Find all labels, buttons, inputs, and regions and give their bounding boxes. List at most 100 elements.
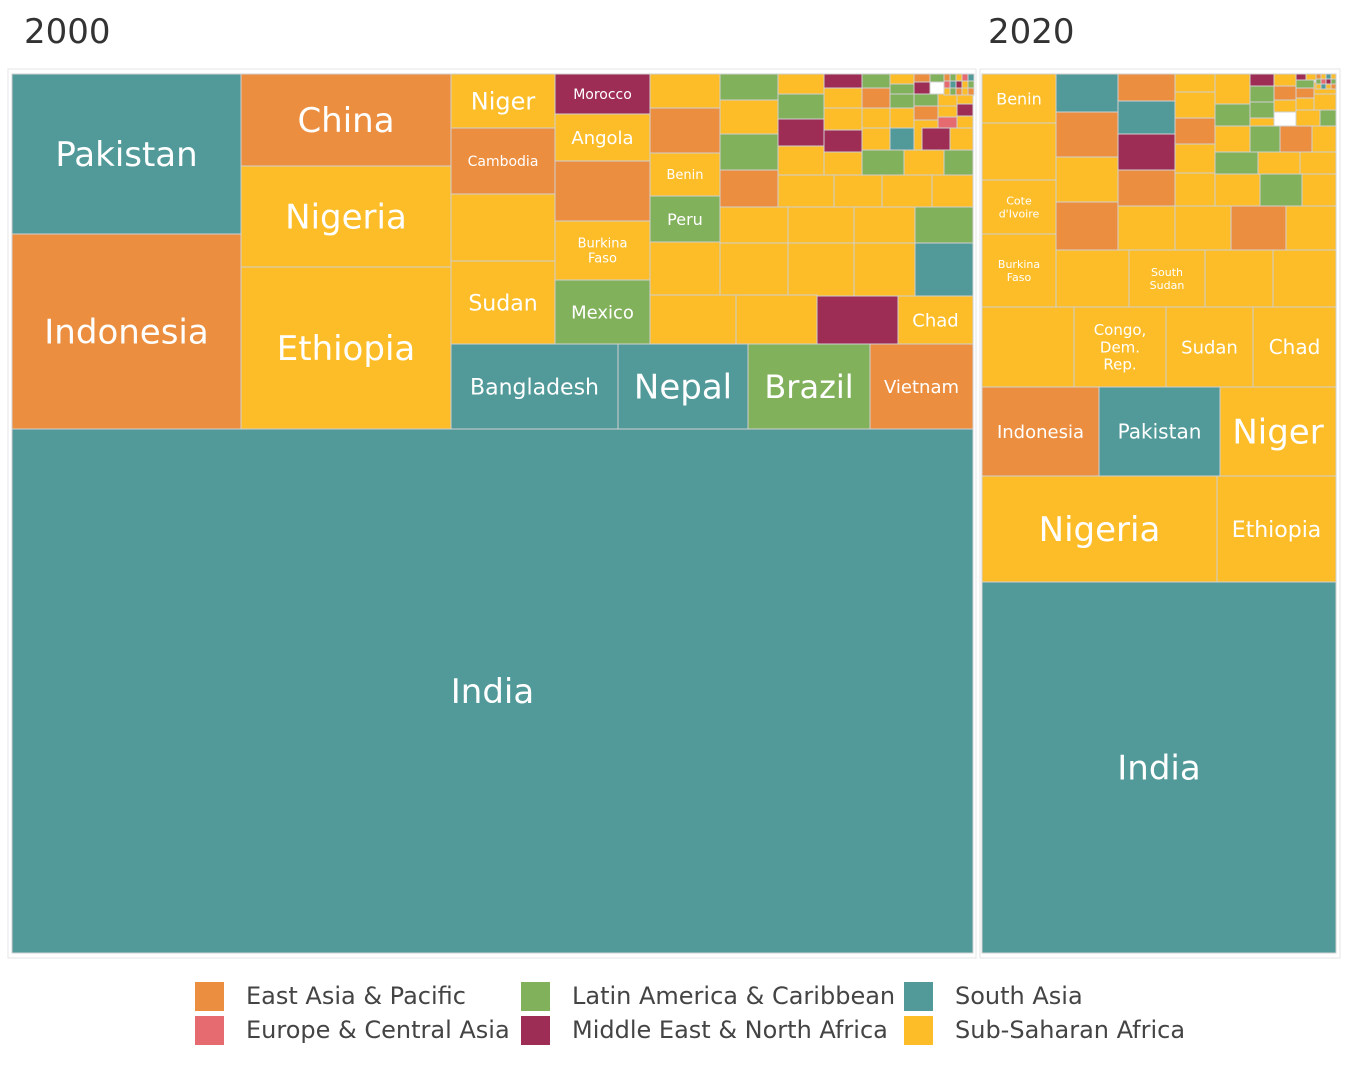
treemap-tile xyxy=(943,149,974,176)
treemap-tile xyxy=(853,242,916,297)
legend-label: East Asia & Pacific xyxy=(246,982,466,1010)
legend-item: Europe & Central Asia xyxy=(195,1015,510,1045)
treemap-tile xyxy=(1325,78,1332,85)
treemap-tile xyxy=(1249,125,1281,153)
treemap-tile xyxy=(1330,78,1337,85)
tile-label: South Sudan xyxy=(1150,266,1185,292)
treemap-tile xyxy=(1301,173,1337,207)
treemap-tile xyxy=(823,73,863,89)
treemap-tile xyxy=(1315,78,1322,85)
treemap-tile-0 xyxy=(240,165,452,268)
tile-label: Ethiopia xyxy=(277,329,415,369)
treemap-tile xyxy=(881,174,933,208)
treemap-tile xyxy=(649,294,737,345)
treemap-tile-0 xyxy=(450,343,619,430)
treemap-tile xyxy=(1174,205,1232,251)
treemap-tile xyxy=(1117,169,1176,207)
treemap-tile xyxy=(1279,125,1313,153)
treemap-tile xyxy=(719,73,779,101)
treemap-tile-1 xyxy=(1252,306,1337,388)
treemap-tile xyxy=(1204,249,1274,308)
treemap-tile xyxy=(861,107,891,129)
legend-label: Europe & Central Asia xyxy=(246,1016,510,1044)
legend-swatch xyxy=(521,981,550,1011)
treemap-tile xyxy=(961,87,969,96)
treemap-tile xyxy=(1295,73,1307,81)
treemap-tile-0 xyxy=(240,266,452,430)
legend-item: East Asia & Pacific xyxy=(195,981,466,1011)
treemap-tile xyxy=(903,149,945,176)
treemap-tile-0 xyxy=(11,73,242,235)
tile-label: India xyxy=(1117,749,1200,789)
treemap-tile xyxy=(1320,73,1327,80)
treemap-tile xyxy=(1325,73,1332,80)
treemap-tile xyxy=(1273,99,1297,113)
treemap-tile xyxy=(1174,172,1216,207)
treemap-tile xyxy=(931,174,974,208)
treemap-tile xyxy=(949,80,957,89)
treemap-tile xyxy=(1305,73,1317,81)
treemap-tile xyxy=(1313,93,1337,111)
treemap-tile-0 xyxy=(554,113,651,162)
tile-label: Burkina Faso xyxy=(578,237,628,267)
treemap-tile xyxy=(861,127,891,151)
treemap-tile xyxy=(1117,133,1176,171)
treemap-tile xyxy=(1214,173,1261,207)
tile-label: Brazil xyxy=(764,368,853,406)
treemap-tile xyxy=(787,242,855,297)
treemap-tile xyxy=(1117,73,1176,102)
treemap-tile-0 xyxy=(554,73,651,115)
tile-label: Niger xyxy=(1232,413,1323,453)
panel-title-2000: 2000 xyxy=(24,12,111,52)
treemap-tile-1 xyxy=(1216,475,1337,583)
treemap-tile-0 xyxy=(554,279,651,345)
treemap-tile-0 xyxy=(554,220,651,281)
treemap-tile-1 xyxy=(981,475,1218,583)
treemap-tile xyxy=(861,87,891,109)
tile-label: Pakistan xyxy=(1118,420,1202,444)
treemap-tile xyxy=(649,241,721,296)
tile-label: Nigeria xyxy=(285,198,407,238)
treemap-tile xyxy=(914,242,974,297)
tile-label: India xyxy=(451,672,534,712)
tile-label: Sudan xyxy=(468,291,537,316)
treemap-tile xyxy=(554,160,651,222)
treemap-tile xyxy=(929,73,945,83)
treemap-tile xyxy=(719,206,789,244)
treemap-tile xyxy=(1315,83,1322,90)
treemap-tile xyxy=(1259,173,1303,207)
treemap-tile xyxy=(1330,83,1337,90)
legend-label: Middle East & North Africa xyxy=(572,1016,888,1044)
treemap-tile-0 xyxy=(649,195,721,243)
treemap-tile-1 xyxy=(981,386,1100,477)
tile-label: Burkina Faso xyxy=(998,258,1040,284)
treemap-tile xyxy=(823,87,863,109)
treemap-tile xyxy=(889,127,915,151)
tile-label: Benin xyxy=(666,168,703,183)
treemap-tile-0 xyxy=(869,343,974,430)
treemap-tile xyxy=(961,80,969,89)
treemap-tile xyxy=(1055,201,1119,251)
treemap-tile xyxy=(1315,73,1322,80)
legend-item: Sub-Saharan Africa xyxy=(904,1015,1185,1045)
treemap-tile xyxy=(777,93,825,120)
tile-label: Benin xyxy=(996,89,1042,108)
treemap-tile xyxy=(956,115,974,129)
treemap-tile xyxy=(735,294,818,345)
legend-label: Sub-Saharan Africa xyxy=(955,1016,1186,1044)
treemap-tile xyxy=(921,127,951,151)
treemap-tile xyxy=(777,145,825,176)
treemap-tile xyxy=(889,93,915,109)
legend-swatch xyxy=(195,1015,224,1045)
treemap-tile xyxy=(1214,125,1251,153)
tile-label: Cote d'Ivoire xyxy=(999,195,1040,221)
treemap-tile xyxy=(937,93,958,107)
treemap-tile xyxy=(1319,109,1337,127)
treemap-tile xyxy=(787,206,855,244)
tile-label: Indonesia xyxy=(44,313,208,353)
treemap-tile xyxy=(1230,205,1287,251)
tile-label: Ethiopia xyxy=(1232,518,1322,543)
treemap-tile xyxy=(777,174,835,208)
treemap-tile xyxy=(937,105,958,118)
tile-label: Indonesia xyxy=(997,422,1084,443)
